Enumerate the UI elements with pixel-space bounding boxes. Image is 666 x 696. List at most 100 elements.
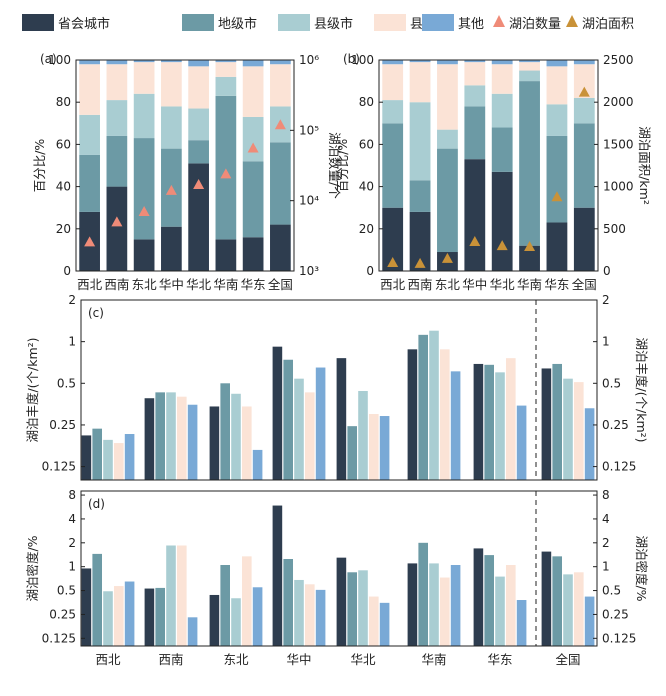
- x-tick-label: 华中: [286, 652, 311, 667]
- legend-swatch: [278, 14, 310, 31]
- bar: [379, 416, 390, 480]
- panel-label: (c): [88, 306, 104, 320]
- bar: [305, 392, 315, 480]
- stacked-bar-segment: [106, 60, 128, 65]
- bar: [177, 396, 187, 480]
- y-tick-label: 0.25: [49, 607, 76, 621]
- bar: [418, 542, 428, 646]
- panel-label: (b): [343, 52, 360, 66]
- bar: [103, 439, 113, 480]
- y-tick-label: 60: [56, 137, 71, 151]
- stacked-bar-segment: [215, 62, 237, 77]
- y-tick-label: 80: [56, 95, 71, 109]
- bar: [177, 545, 187, 646]
- data-marker: [387, 257, 399, 268]
- y-tick-label: 0.5: [57, 376, 76, 390]
- stacked-bar-segment: [409, 211, 431, 271]
- x-tick-label: 全国: [572, 277, 597, 292]
- stacked-bar-segment: [79, 60, 100, 65]
- stacked-bar-segment: [242, 60, 264, 67]
- stacked-bar-segment: [519, 81, 540, 246]
- bar: [516, 405, 527, 480]
- y2-axis-label: 湖泊面积/km²: [637, 126, 652, 205]
- bar: [495, 372, 505, 480]
- y2-tick-label: 8: [602, 488, 610, 502]
- stacked-bar-segment: [437, 64, 458, 130]
- stacked-bar-segment: [133, 239, 155, 271]
- plot-frame: [80, 490, 598, 647]
- y-tick-label: 1: [68, 560, 76, 574]
- stacked-bar-segment: [188, 66, 209, 109]
- x-tick-label: 东北: [435, 277, 461, 292]
- bar: [272, 346, 283, 480]
- bar: [231, 393, 241, 480]
- stacked-bar-segment: [464, 60, 486, 63]
- data-marker: [496, 240, 508, 251]
- y2-axis-label: 湖泊丰度/(个/km²): [634, 337, 649, 442]
- legend-label: 县: [410, 17, 423, 32]
- bar: [440, 577, 450, 646]
- bar: [429, 330, 439, 480]
- x-tick-label: 西南: [158, 652, 183, 667]
- y2-tick-label: 1: [602, 335, 610, 349]
- bar: [166, 545, 176, 646]
- y-tick-label: 8: [68, 488, 76, 502]
- stacked-bar-segment: [106, 100, 128, 136]
- stacked-bar-segment: [188, 163, 209, 271]
- bar: [92, 553, 102, 646]
- stacked-bar-segment: [464, 85, 486, 107]
- bar: [231, 598, 241, 646]
- panel-a: 0 20 40 60 80 100 西北 西南 东北 华中 华北 华南 华东 全国 (a) 百分比/% 10³ 1…: [32, 52, 342, 292]
- stacked-bar-segment: [546, 66, 568, 105]
- stacked-bar-segment: [270, 142, 291, 225]
- stacked-bar-segment: [106, 64, 128, 101]
- legend-swatch: [22, 14, 54, 31]
- stacked-bar-segment: [215, 95, 237, 240]
- stacked-bar-segment: [188, 60, 209, 67]
- x-tick-label: 华中: [159, 277, 184, 292]
- stacked-bar-segment: [519, 60, 540, 63]
- stacked-bar-segment: [573, 64, 595, 98]
- stacked-bar-segment: [242, 116, 264, 162]
- panel-c: 0.125 0.125 0.25 0.25 0.5 0.5 1 1 2 2 (c) 湖泊丰度/(个/k…: [25, 293, 649, 481]
- stacked-bar-segment: [188, 108, 209, 141]
- y2-tick-label: 0: [603, 264, 611, 278]
- legend-label: 县级市: [314, 16, 353, 32]
- bar: [81, 568, 92, 646]
- data-marker: [111, 216, 123, 227]
- bar: [81, 435, 92, 480]
- bar: [347, 572, 357, 646]
- y2-tick-label: 1500: [603, 137, 634, 151]
- bar: [283, 559, 293, 646]
- y2-tick-label: 0.5: [602, 584, 621, 598]
- bar: [220, 565, 230, 646]
- y-tick-label: 0: [366, 264, 374, 278]
- y2-tick-label: 10⁴: [299, 194, 319, 208]
- bar: [429, 563, 439, 646]
- panel-d: 0.125 0.125 0.25 0.25 0.5 0.5 1 1 2 2 4 4 8 8 西北 西南 东北 华中…: [25, 488, 649, 667]
- bar: [252, 587, 263, 646]
- stacked-bar-segment: [491, 171, 513, 271]
- bar: [358, 390, 368, 480]
- bar: [407, 563, 418, 646]
- data-marker: [551, 191, 563, 202]
- bar: [369, 596, 379, 646]
- stacked-bar-segment: [464, 62, 486, 86]
- y2-tick-label: 10⁶: [299, 53, 319, 67]
- stacked-bar-segment: [270, 224, 291, 271]
- bar: [552, 556, 562, 646]
- bar: [552, 363, 562, 480]
- x-tick-label: 西南: [408, 277, 433, 292]
- y-tick-label: 0.25: [49, 418, 76, 432]
- y-tick-label: 0.125: [42, 460, 76, 474]
- bar: [506, 358, 516, 480]
- y-axis-label: 湖泊密度/%: [25, 535, 40, 601]
- bar: [103, 591, 113, 646]
- y-axis-label: 百分比/%: [32, 139, 47, 193]
- stacked-bar-segment: [382, 207, 404, 271]
- data-marker: [469, 235, 481, 246]
- legend-label: 湖泊数量: [509, 17, 561, 32]
- stacked-bar-segment: [382, 64, 404, 101]
- y2-tick-label: 1000: [603, 180, 634, 194]
